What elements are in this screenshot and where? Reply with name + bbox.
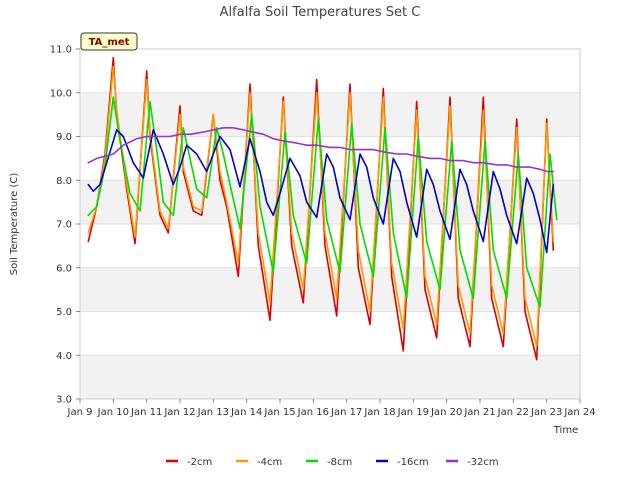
y-tick-label: 8.0 bbox=[56, 176, 72, 187]
x-tick-label: Jan 14 bbox=[230, 407, 262, 418]
y-tick-label: 5.0 bbox=[56, 307, 72, 318]
grid-bands bbox=[80, 48, 580, 400]
grid-band bbox=[80, 180, 580, 224]
x-tick-label: Jan 20 bbox=[430, 407, 462, 418]
x-tick-label: Jan 21 bbox=[463, 407, 495, 418]
tag-box-background bbox=[80, 32, 138, 51]
y-axis-label: Soil Temperature (C) bbox=[9, 173, 20, 276]
x-tick-label: Jan 16 bbox=[297, 407, 329, 418]
y-axis-ticks: 3.0 4.0 5.0 6.0 7.0 8.0 9.0 10.0 11.0 bbox=[50, 45, 80, 406]
series-line-minus-8cm bbox=[87, 96, 558, 308]
legend-label: -2cm bbox=[187, 457, 212, 468]
x-tick-label: Jan 13 bbox=[197, 407, 229, 418]
legend-label: -8cm bbox=[327, 457, 352, 468]
x-tick-label: Jan 23 bbox=[530, 407, 562, 418]
y-tick-label: 6.0 bbox=[56, 263, 72, 274]
grid-band bbox=[80, 355, 580, 399]
x-tick-label: Jan 10 bbox=[97, 407, 129, 418]
y-tick-label: 11.0 bbox=[50, 45, 72, 56]
series-lines bbox=[87, 56, 558, 361]
series-line-minus-32cm bbox=[87, 127, 555, 173]
x-tick-label: Jan 17 bbox=[330, 407, 362, 418]
series-line-minus-16cm bbox=[87, 129, 555, 254]
y-tick-label: 3.0 bbox=[56, 395, 72, 406]
legend-label: -32cm bbox=[467, 457, 499, 468]
legend: -2cm -4cm -8cm -16cm -32cm bbox=[166, 457, 499, 468]
grid-band bbox=[80, 92, 580, 137]
x-tick-label: Jan 24 bbox=[563, 407, 595, 418]
x-tick-label: Jan 12 bbox=[163, 407, 195, 418]
y-tick-label: 4.0 bbox=[56, 351, 72, 362]
chart-title: Alfalfa Soil Temperatures Set C bbox=[220, 5, 421, 20]
grid-band bbox=[80, 136, 580, 181]
x-tick-label: Jan 11 bbox=[130, 407, 162, 418]
x-axis-label: Time bbox=[553, 425, 578, 436]
y-tick-label: 9.0 bbox=[56, 132, 72, 143]
x-tick-label: Jan 22 bbox=[497, 407, 529, 418]
legend-label: -16cm bbox=[397, 457, 429, 468]
x-tick-label: Jan 18 bbox=[363, 407, 395, 418]
tag-label: TA_met bbox=[89, 37, 130, 48]
tag-box: TA_met bbox=[80, 32, 138, 51]
y-tick-label: 10.0 bbox=[50, 88, 72, 99]
y-tick-label: 7.0 bbox=[56, 220, 72, 231]
x-axis-ticks: Jan 9 Jan 10 Jan 11 Jan 12 Jan 13 Jan 14 Jan 1… bbox=[67, 399, 596, 418]
legend-label: -4cm bbox=[257, 457, 282, 468]
x-tick-label: Jan 9 bbox=[67, 407, 93, 418]
x-tick-label: Jan 19 bbox=[397, 407, 429, 418]
x-tick-label: Jan 15 bbox=[263, 407, 295, 418]
grid-band bbox=[80, 49, 580, 93]
